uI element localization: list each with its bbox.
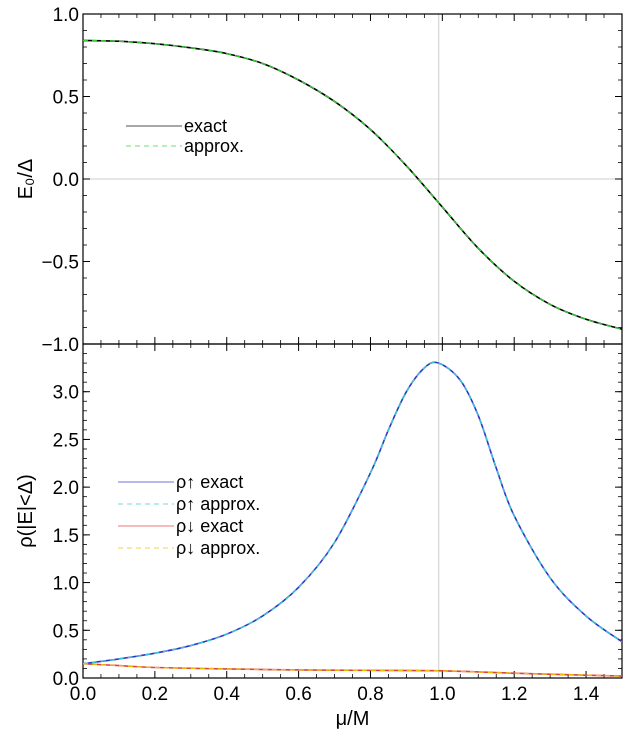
bottom-panel: 0.0 0.5 1.0 1.5 2.0 2.5 3.0 0.0 0.2 0.4 0.6 0.8 1.0 1… bbox=[15, 343, 623, 730]
y-tick-label: 0.0 bbox=[53, 170, 79, 191]
y-tick-label: 0.5 bbox=[53, 88, 79, 109]
y-tick-label: −0.5 bbox=[41, 253, 79, 274]
x-tick-label: 0.8 bbox=[357, 684, 383, 705]
x-tick-label: 1.4 bbox=[573, 684, 600, 705]
y-tick-label: 1.5 bbox=[53, 526, 79, 547]
legend-entry: ρ↓ approx. bbox=[176, 538, 260, 558]
x-tick-label: 0.4 bbox=[214, 684, 241, 705]
legend-entry: exact bbox=[184, 116, 227, 136]
series-line-0 bbox=[83, 361, 622, 665]
x-tick-label: 1.0 bbox=[429, 684, 455, 705]
x-tick-label: 0.0 bbox=[70, 684, 96, 705]
x-tick-label: 1.2 bbox=[501, 684, 527, 705]
y-tick-label: 0.0 bbox=[53, 669, 79, 690]
y-tick-label: 0.5 bbox=[53, 621, 79, 642]
series-line-1 bbox=[83, 361, 622, 665]
x-tick-label: 0.2 bbox=[142, 684, 168, 705]
legend-entry: ρ↑ approx. bbox=[176, 494, 260, 514]
series-line-3 bbox=[83, 663, 622, 677]
series-line-0 bbox=[83, 39, 622, 330]
y-tick-label: 3.0 bbox=[53, 383, 79, 404]
x-axis-label: μ/M bbox=[336, 708, 370, 730]
y-tick-label: 1.0 bbox=[53, 574, 79, 595]
y-axis-label: ρ(|E|<Δ) bbox=[15, 474, 37, 547]
series-line-1 bbox=[83, 39, 622, 330]
y-tick-label: 2.5 bbox=[53, 430, 79, 451]
legend-entry: ρ↑ exact bbox=[176, 472, 243, 492]
legend-entry: ρ↓ exact bbox=[176, 516, 243, 536]
y-tick-label: −1.0 bbox=[41, 335, 79, 356]
legend-entry: approx. bbox=[184, 136, 244, 156]
x-tick-label: 0.6 bbox=[285, 684, 311, 705]
y-tick-label: 2.0 bbox=[53, 478, 79, 499]
y-tick-label: 1.0 bbox=[53, 5, 79, 26]
y-axis-label: E₀/Δ bbox=[15, 159, 37, 200]
